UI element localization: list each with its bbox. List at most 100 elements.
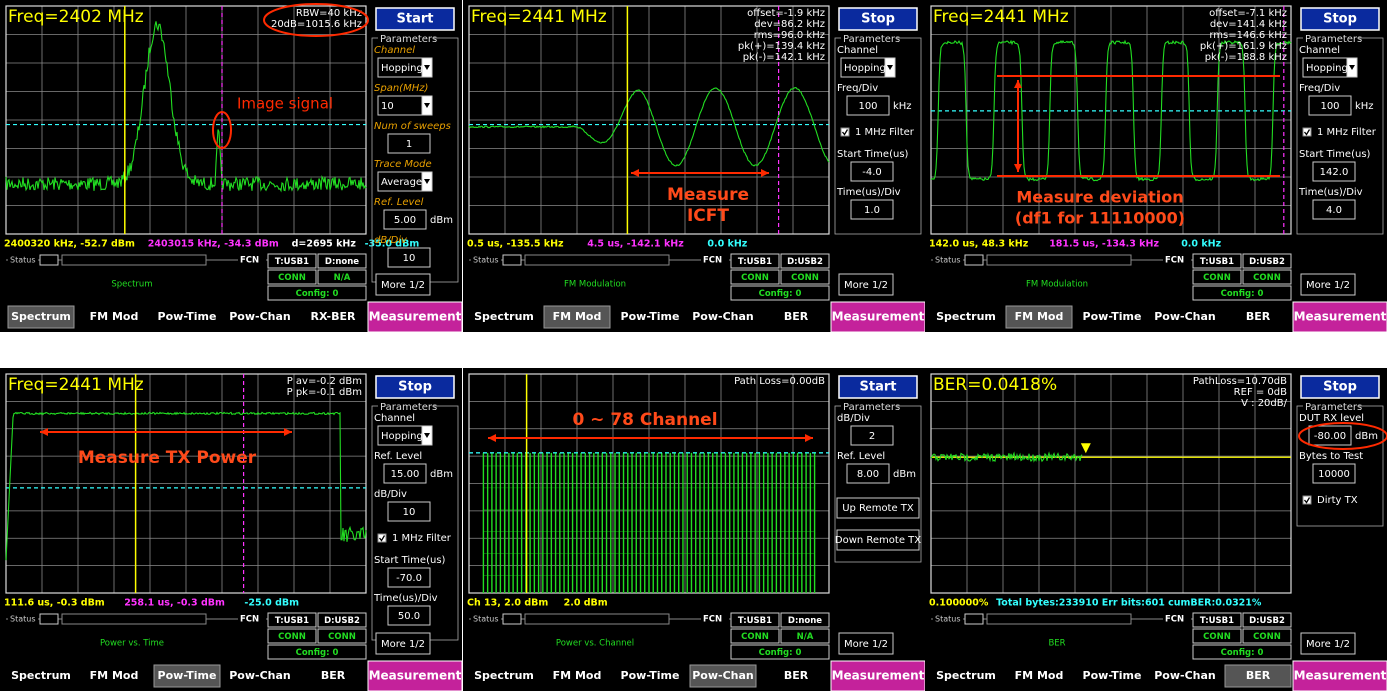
parameter-value[interactable]: Hopping: [1306, 63, 1348, 74]
action-button[interactable]: [375, 375, 455, 399]
more-button-label[interactable]: More 1/2: [1306, 639, 1350, 650]
parameter-field[interactable]: [383, 209, 427, 230]
parameter-value[interactable]: 10: [381, 101, 394, 112]
parameter-field[interactable]: [846, 463, 890, 484]
parameter-value[interactable]: 4.0: [1326, 205, 1342, 216]
more-button-label[interactable]: More 1/2: [381, 280, 425, 291]
tab-label[interactable]: Spectrum: [474, 669, 534, 682]
action-button[interactable]: [375, 7, 455, 31]
parameter-field[interactable]: [846, 95, 890, 116]
parameter-value[interactable]: 8.00: [857, 469, 879, 480]
tab-label[interactable]: Spectrum: [474, 310, 534, 323]
parameter-value[interactable]: -4.0: [862, 167, 882, 178]
parameter-field[interactable]: [1312, 161, 1356, 182]
tab-label[interactable]: BER: [1246, 669, 1271, 682]
more-button[interactable]: [375, 273, 431, 296]
parameter-value[interactable]: 1.0: [864, 205, 880, 216]
parameter-value[interactable]: Hopping: [381, 431, 423, 442]
tab-label[interactable]: Pow-Time: [1083, 310, 1142, 323]
measurement-tab[interactable]: [367, 660, 463, 691]
action-button-label[interactable]: Start: [860, 380, 897, 395]
remote-button[interactable]: [836, 497, 920, 519]
action-button-label[interactable]: Stop: [398, 380, 432, 395]
more-button[interactable]: [838, 632, 894, 655]
tab-label[interactable]: BER: [321, 669, 346, 682]
parameter-field[interactable]: [383, 463, 427, 484]
parameter-value[interactable]: 100: [1320, 101, 1339, 112]
checkbox[interactable]: [1302, 127, 1312, 137]
parameter-field[interactable]: [1308, 425, 1352, 446]
active-tab[interactable]: [543, 305, 611, 329]
measurement-label[interactable]: Measurement: [1294, 669, 1387, 683]
more-button-label[interactable]: More 1/2: [381, 639, 425, 650]
action-button[interactable]: [1300, 7, 1380, 31]
measurement-label[interactable]: Measurement: [832, 669, 925, 683]
tab-label[interactable]: Spectrum: [11, 669, 71, 682]
measurement-label[interactable]: Measurement: [832, 310, 925, 324]
parameter-value[interactable]: Hopping: [844, 63, 886, 74]
checkbox[interactable]: [840, 127, 850, 137]
more-button-label[interactable]: More 1/2: [844, 639, 888, 650]
checkbox[interactable]: [377, 533, 387, 543]
action-button[interactable]: [838, 375, 918, 399]
more-button[interactable]: [1300, 632, 1356, 655]
checkbox-label[interactable]: 1 MHz Filter: [392, 533, 452, 544]
more-button[interactable]: [838, 273, 894, 296]
parameter-value[interactable]: 10: [403, 507, 416, 518]
more-button-label[interactable]: More 1/2: [1306, 280, 1350, 291]
checkbox-label[interactable]: 1 MHz Filter: [1317, 127, 1377, 138]
parameter-value[interactable]: 142.0: [1320, 167, 1349, 178]
measurement-tab[interactable]: [1292, 301, 1387, 333]
parameter-field[interactable]: [387, 501, 431, 522]
parameter-value[interactable]: -70.0: [396, 573, 422, 584]
tab-label[interactable]: FM Mod: [553, 669, 602, 682]
measurement-tab[interactable]: [1292, 660, 1387, 691]
parameter-value[interactable]: -80.00: [1314, 431, 1346, 442]
parameter-value[interactable]: 100: [858, 101, 877, 112]
parameter-value[interactable]: 10: [403, 253, 416, 264]
parameter-value[interactable]: 50.0: [398, 611, 420, 622]
parameter-value[interactable]: 5.00: [394, 215, 416, 226]
parameter-field[interactable]: [387, 133, 431, 154]
tab-label[interactable]: Pow-Time: [621, 310, 680, 323]
tab-label[interactable]: BER: [784, 310, 809, 323]
active-tab[interactable]: [1005, 305, 1073, 329]
tab-label[interactable]: Pow-Chan: [692, 310, 754, 323]
parameter-field[interactable]: [387, 605, 431, 626]
remote-button-label[interactable]: Up Remote TX: [842, 503, 914, 514]
active-tab[interactable]: [153, 664, 221, 688]
remote-button-label[interactable]: Down Remote TX: [835, 535, 921, 546]
tab-label[interactable]: FM Mod: [1015, 310, 1064, 323]
measurement-tab[interactable]: [830, 660, 926, 691]
parameter-value[interactable]: 15.00: [391, 469, 420, 480]
action-button[interactable]: [838, 7, 918, 31]
parameter-value[interactable]: 2: [869, 431, 875, 442]
tab-label[interactable]: Pow-Time: [158, 669, 217, 682]
action-button-label[interactable]: Stop: [1323, 380, 1357, 395]
tab-label[interactable]: Pow-Chan: [1154, 669, 1216, 682]
action-button-label[interactable]: Start: [397, 12, 434, 27]
action-button-label[interactable]: Stop: [861, 12, 895, 27]
remote-button[interactable]: [836, 529, 920, 551]
parameter-field[interactable]: [1312, 199, 1356, 220]
parameter-field[interactable]: [387, 567, 431, 588]
parameter-field[interactable]: [1312, 463, 1356, 484]
parameter-value[interactable]: 10000: [1318, 469, 1350, 480]
tab-label[interactable]: Pow-Time: [1083, 669, 1142, 682]
parameter-field[interactable]: [1308, 95, 1352, 116]
parameter-value[interactable]: Hopping: [381, 63, 423, 74]
more-button-label[interactable]: More 1/2: [844, 280, 888, 291]
action-button-label[interactable]: Stop: [1323, 12, 1357, 27]
measurement-label[interactable]: Measurement: [1294, 310, 1387, 324]
tab-label[interactable]: Spectrum: [936, 669, 996, 682]
checkbox-label[interactable]: 1 MHz Filter: [855, 127, 915, 138]
measurement-tab[interactable]: [367, 301, 463, 333]
tab-label[interactable]: RX-BER: [311, 310, 357, 323]
tab-label[interactable]: Spectrum: [936, 310, 996, 323]
parameter-field[interactable]: [850, 161, 894, 182]
measurement-tab[interactable]: [830, 301, 926, 333]
parameter-field[interactable]: [850, 425, 894, 446]
active-tab[interactable]: [1224, 664, 1292, 688]
tab-label[interactable]: Pow-Time: [158, 310, 217, 323]
tab-label[interactable]: Pow-Chan: [1154, 310, 1216, 323]
